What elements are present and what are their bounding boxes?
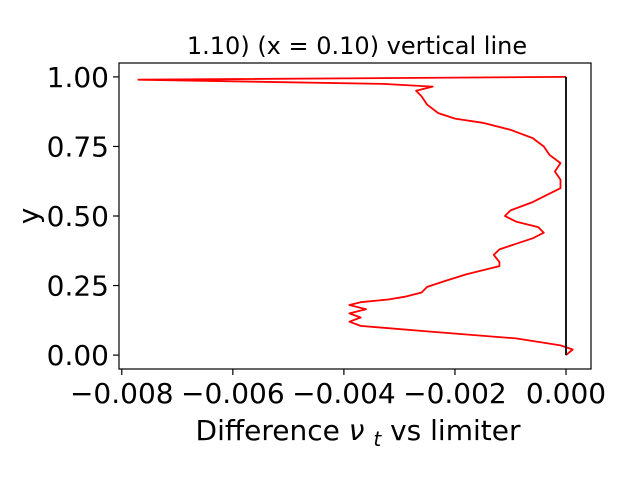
x-axis-label-suffix: vs limiter bbox=[390, 414, 521, 447]
x-axis-label-prefix: Difference bbox=[196, 414, 349, 447]
x-tick-label: 0.000 bbox=[526, 377, 606, 410]
x-tick-label: −0.004 bbox=[292, 377, 396, 410]
series-layer bbox=[137, 76, 574, 356]
y-tick-label: 0.00 bbox=[47, 339, 109, 372]
series-line-1 bbox=[137, 76, 574, 356]
y-tick-label: 0.50 bbox=[47, 200, 109, 233]
y-tick-label: 1.00 bbox=[47, 61, 109, 94]
x-axis-label: Difference ν t vs limiter bbox=[196, 414, 521, 453]
x-tick-label: −0.006 bbox=[181, 377, 285, 410]
y-tick-label: 0.25 bbox=[47, 270, 109, 303]
x-tick-label: −0.002 bbox=[403, 377, 507, 410]
y-tick-label: 0.75 bbox=[47, 130, 109, 163]
x-axis-label-subscript: t bbox=[373, 427, 382, 451]
x-ticks: −0.008 −0.006 −0.004 −0.002 0.000 bbox=[70, 369, 606, 410]
x-tick-label: −0.008 bbox=[70, 377, 174, 410]
x-axis-label-symbol: ν bbox=[349, 414, 365, 447]
y-ticks: 0.00 0.25 0.50 0.75 1.00 bbox=[47, 61, 119, 372]
chart-title: 1.10) (x = 0.10) vertical line bbox=[187, 32, 527, 60]
y-axis-label: y bbox=[12, 208, 45, 225]
